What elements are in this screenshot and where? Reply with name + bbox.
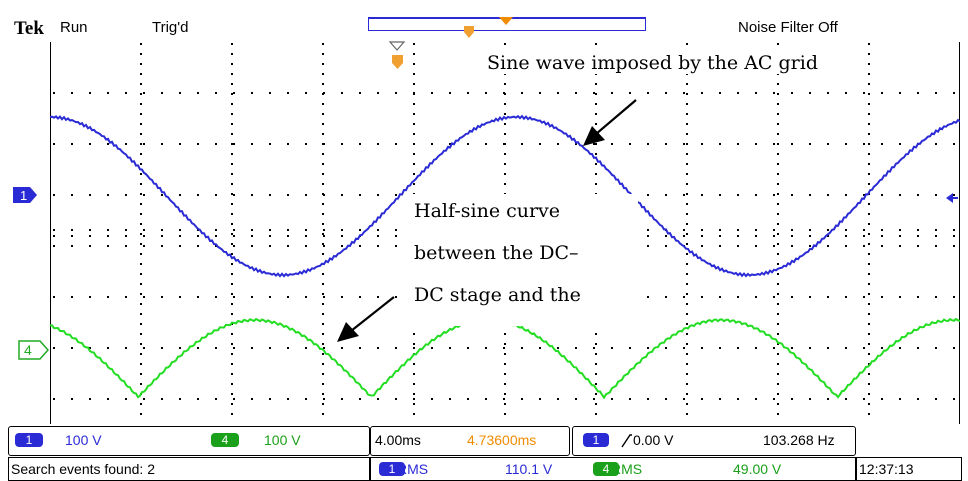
trigger-state: Trig'd	[152, 19, 189, 36]
sine-wave-annotation: Sine wave imposed by the AC grid	[485, 52, 820, 74]
top-status-bar: Tek Run Trig'd Noise Filter Off	[0, 0, 968, 42]
meas1-type[interactable]: RMS	[397, 461, 429, 477]
trigger-position-icon[interactable]	[455, 17, 525, 47]
channel-4-marker-label: 4	[24, 342, 32, 358]
trigger-level[interactable]: 0.00 V	[633, 432, 674, 448]
vertical-settings-panel[interactable]: 1 100 V 4 100 V	[8, 426, 370, 456]
ch4-scale[interactable]: 100 V	[264, 432, 301, 448]
trigger-source-badge: 1	[583, 433, 609, 447]
channel-4-marker-icon[interactable]: 4	[18, 340, 50, 360]
ch1-scale[interactable]: 100 V	[65, 432, 102, 448]
measurements-panel[interactable]: 1 RMS 110.1 V 4 RMS 49.00 V	[370, 457, 856, 481]
channel-1-waveform	[50, 114, 960, 278]
trigger-settings-panel[interactable]: 1 0.00 V 103.268 Hz	[572, 426, 856, 456]
ch4-badge: 4	[211, 433, 239, 447]
channel-1-marker-label: 1	[20, 188, 27, 203]
trigger-position[interactable]: 4.73600ms	[467, 432, 537, 448]
trigger-level-icon[interactable]	[945, 192, 959, 204]
half-sine-annotation: Half-sine curve between the DC– DC stage…	[408, 194, 638, 326]
meas1-badge: 1	[379, 462, 405, 476]
noise-filter-status[interactable]: Noise Filter Off	[738, 19, 838, 36]
meas1-value: 110.1 V	[505, 461, 553, 477]
horizontal-settings-panel[interactable]: 4.00ms 4.73600ms	[370, 426, 570, 456]
meas4-badge: 4	[593, 462, 619, 476]
channel-4-waveform	[50, 317, 960, 400]
half-sine-annotation-line-1: Half-sine curve	[414, 200, 561, 222]
trigger-frequency: 103.268 Hz	[763, 432, 835, 448]
clock-panel: 12:37:13	[856, 457, 962, 481]
half-sine-annotation-line-2: between the DC–	[414, 242, 579, 264]
brand-logo: Tek	[14, 18, 44, 39]
meas4-type[interactable]: RMS	[611, 461, 643, 477]
ch1-badge: 1	[15, 433, 43, 447]
timebase[interactable]: 4.00ms	[375, 432, 421, 448]
half-sine-annotation-line-3: DC stage and the	[414, 284, 581, 306]
clock: 12:37:13	[859, 461, 914, 477]
search-events-text: Search events found: 2	[11, 461, 155, 477]
rising-edge-icon	[621, 434, 632, 448]
meas4-value: 49.00 V	[733, 461, 782, 477]
horizontal-position-icon[interactable]	[388, 41, 410, 73]
search-status-panel[interactable]: Search events found: 2	[8, 457, 370, 481]
channel-1-marker-icon[interactable]: 1	[12, 186, 38, 204]
run-state[interactable]: Run	[60, 19, 88, 36]
